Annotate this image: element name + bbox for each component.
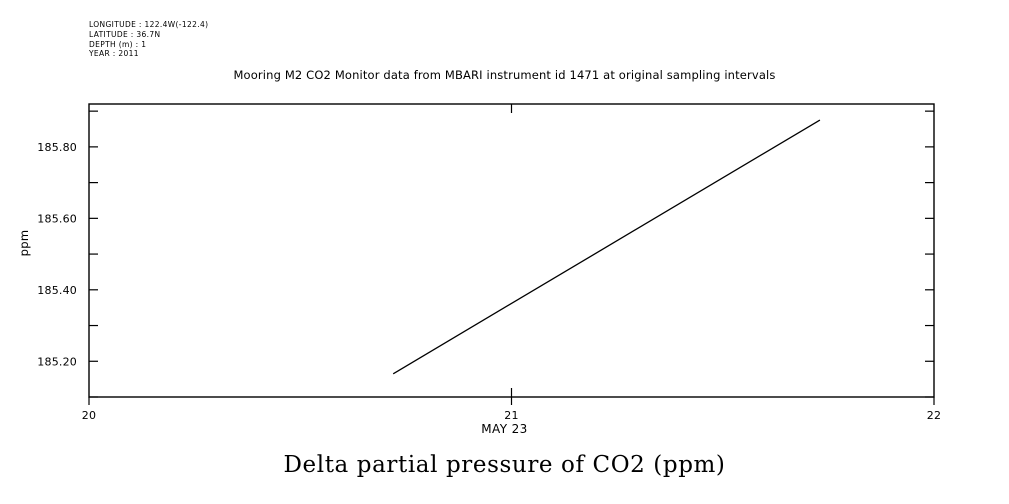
plot-frame — [88, 103, 935, 398]
x-tick-label: 22 — [927, 409, 941, 422]
x-tick-label: 21 — [504, 409, 518, 422]
data-line — [392, 119, 821, 375]
figure-caption: Delta partial pressure of CO2 (ppm) — [283, 452, 726, 478]
y-tick-label: 185.80 — [37, 141, 77, 154]
x-axis-label: MAY 23 — [481, 422, 528, 436]
x-axis-tick-labels: 20 21 22 — [82, 409, 941, 422]
y-tick-label: 185.40 — [37, 284, 77, 297]
metadata-latitude: LATITUDE : 36.7N — [89, 29, 161, 39]
y-tick-label: 185.20 — [37, 355, 77, 368]
x-tick-label: 20 — [82, 409, 96, 422]
metadata-longitude: LONGITUDE : 122.4W(-122.4) — [89, 20, 209, 29]
y-axis-label: ppm — [17, 229, 31, 257]
metadata-year: YEAR : 2011 — [89, 49, 139, 59]
x-axis-ticks — [88, 104, 935, 405]
data-series-group — [392, 119, 821, 375]
station-metadata: LONGITUDE : 122.4W(-122.4) LATITUDE : 36… — [89, 20, 208, 59]
y-axis-ticks — [89, 110, 934, 398]
chart-title: Mooring M2 CO2 Monitor data from MBARI i… — [233, 68, 776, 82]
metadata-depth: DEPTH (m) : 1 — [89, 39, 147, 49]
y-axis-tick-labels: 185.20 185.40 185.60 185.80 — [37, 141, 77, 368]
y-tick-label: 185.60 — [37, 212, 77, 225]
